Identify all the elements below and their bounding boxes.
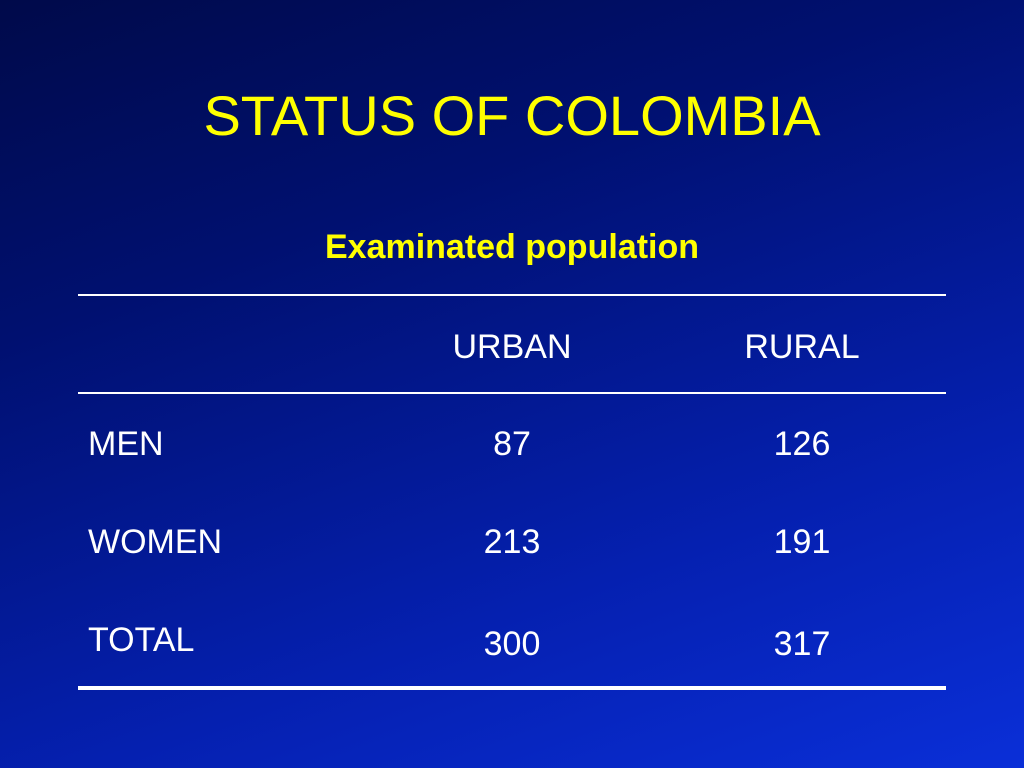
cell-rural: 317: [773, 625, 831, 663]
table-top-rule: [78, 294, 946, 296]
column-header-urban: URBAN: [452, 328, 572, 366]
cell-rural: 191: [773, 523, 831, 561]
row-label: TOTAL: [88, 621, 195, 659]
cell-urban: 300: [483, 625, 541, 663]
table-bottom-rule: [78, 686, 946, 690]
slide-title: STATUS OF COLOMBIA: [203, 84, 821, 147]
cell-urban: 213: [483, 523, 541, 561]
cell-rural: 126: [773, 425, 831, 463]
row-label: MEN: [88, 425, 164, 463]
column-header-rural: RURAL: [744, 328, 860, 366]
row-label: WOMEN: [88, 523, 223, 561]
slide-subtitle: Examinated population: [324, 228, 700, 266]
table-header-rule: [78, 392, 946, 394]
cell-urban: 87: [493, 425, 531, 463]
